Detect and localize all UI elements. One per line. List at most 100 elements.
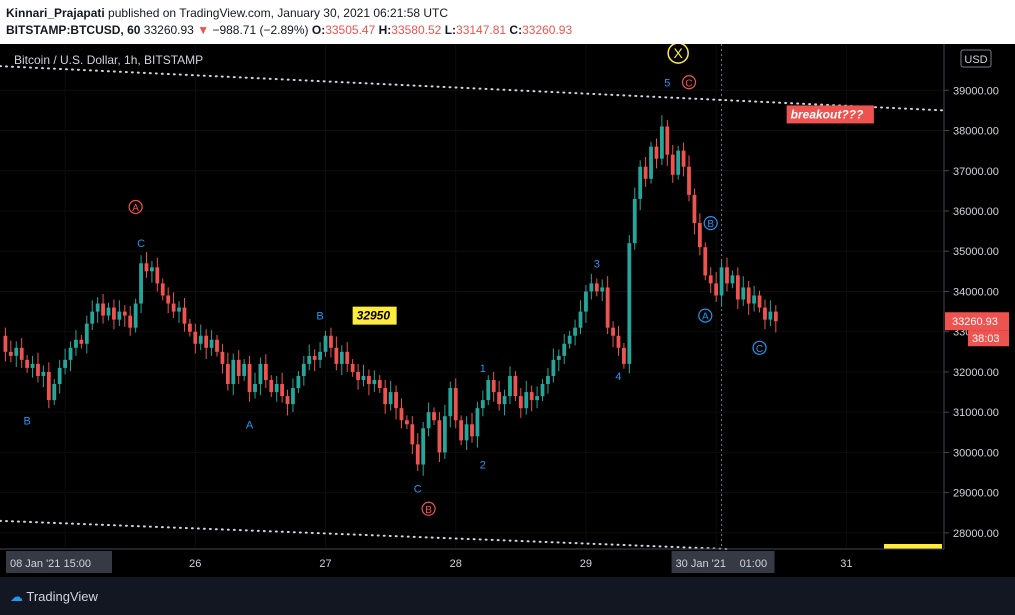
high-value: 33580.52 bbox=[391, 23, 442, 37]
candle-body bbox=[155, 267, 160, 284]
candle-body bbox=[193, 331, 198, 344]
candle bbox=[155, 257, 160, 292]
candle-body bbox=[258, 363, 263, 385]
candle bbox=[773, 305, 778, 333]
candle-body bbox=[475, 408, 480, 437]
annotation-bg bbox=[786, 105, 874, 124]
candle bbox=[117, 300, 122, 327]
candle bbox=[106, 302, 111, 321]
candle bbox=[101, 293, 105, 324]
candle bbox=[345, 342, 350, 372]
candle-body bbox=[551, 359, 556, 376]
symbol: BITSTAMP:BTCUSD, 60 bbox=[6, 23, 141, 37]
candle bbox=[74, 330, 78, 356]
candle bbox=[697, 213, 702, 256]
candle bbox=[339, 345, 344, 376]
publish-info: Kinnari_Prajapati published on TradingVi… bbox=[6, 6, 448, 20]
candle-body bbox=[562, 343, 567, 356]
candle-body bbox=[697, 223, 702, 248]
yellow-marker bbox=[884, 544, 942, 549]
candle-body bbox=[529, 392, 534, 401]
candle-body bbox=[470, 424, 474, 437]
candle-body bbox=[627, 243, 632, 364]
candle bbox=[128, 305, 133, 336]
last-price: 33260.93 bbox=[143, 23, 194, 37]
candle bbox=[535, 386, 540, 409]
candle bbox=[301, 355, 306, 386]
wave-label: A bbox=[246, 419, 254, 431]
candle bbox=[263, 354, 268, 389]
candle-body bbox=[79, 339, 84, 344]
candle bbox=[399, 398, 404, 429]
candle-body bbox=[117, 311, 122, 320]
candle bbox=[204, 329, 209, 360]
candle-body bbox=[513, 375, 518, 397]
brand-name: TradingView bbox=[26, 589, 98, 604]
candle-body bbox=[491, 379, 496, 393]
candle bbox=[415, 433, 420, 471]
wave-label: C bbox=[685, 78, 692, 89]
candle-body bbox=[231, 359, 236, 385]
candle bbox=[659, 115, 664, 166]
candle bbox=[486, 375, 491, 405]
candle-body bbox=[508, 375, 512, 397]
candle-body bbox=[171, 303, 176, 312]
open-label: O: bbox=[311, 23, 326, 37]
candle bbox=[350, 359, 355, 377]
candle-body bbox=[578, 311, 583, 328]
candle bbox=[90, 300, 95, 331]
candle bbox=[187, 318, 192, 337]
candle bbox=[757, 290, 762, 313]
candle bbox=[198, 324, 203, 351]
candle bbox=[280, 372, 285, 403]
candle-body bbox=[752, 295, 757, 304]
candle bbox=[725, 257, 729, 292]
candle bbox=[274, 375, 279, 402]
candle bbox=[144, 252, 149, 278]
candle-body bbox=[95, 303, 100, 312]
candle-body bbox=[464, 424, 469, 441]
publish-date: published on TradingView.com, January 30… bbox=[108, 6, 449, 20]
candle-body bbox=[198, 335, 203, 344]
tradingview-logo[interactable]: ☁ TradingView bbox=[10, 589, 98, 605]
candle-body bbox=[714, 283, 719, 296]
candle-body bbox=[399, 408, 404, 421]
candle bbox=[703, 242, 708, 281]
candle-body bbox=[329, 335, 333, 348]
y-tick-label: 28000.00 bbox=[953, 528, 999, 540]
candle-body bbox=[36, 363, 40, 376]
candle-body bbox=[524, 392, 529, 409]
candle bbox=[687, 155, 691, 202]
candle bbox=[383, 379, 388, 414]
candle-body bbox=[122, 311, 127, 316]
candle bbox=[46, 362, 51, 409]
candle-body bbox=[220, 351, 225, 364]
wave-label: B bbox=[23, 415, 30, 427]
candle-body bbox=[84, 323, 89, 344]
wave-circle bbox=[752, 340, 767, 355]
candle bbox=[459, 415, 464, 446]
author-name[interactable]: Kinnari_Prajapati bbox=[6, 6, 105, 20]
low-value: 33147.81 bbox=[456, 23, 507, 37]
candle-body bbox=[209, 339, 214, 348]
candle-body bbox=[594, 283, 599, 292]
candle bbox=[752, 285, 757, 312]
candle bbox=[670, 145, 675, 183]
currency-button[interactable]: USD bbox=[960, 49, 992, 68]
y-tick-label: 37000.00 bbox=[953, 166, 999, 178]
wave-circle bbox=[681, 75, 697, 90]
candle bbox=[269, 375, 274, 397]
wave-circle bbox=[703, 215, 718, 231]
close-label: C: bbox=[509, 23, 523, 37]
wave-label: C bbox=[756, 344, 763, 355]
candle-body bbox=[540, 384, 545, 397]
candle bbox=[84, 315, 89, 354]
candle bbox=[367, 369, 371, 396]
candle bbox=[209, 330, 214, 356]
candle-body bbox=[101, 303, 105, 316]
candle-body bbox=[589, 283, 594, 292]
candle bbox=[242, 359, 247, 381]
candle bbox=[768, 300, 773, 327]
candle-body bbox=[57, 367, 62, 385]
